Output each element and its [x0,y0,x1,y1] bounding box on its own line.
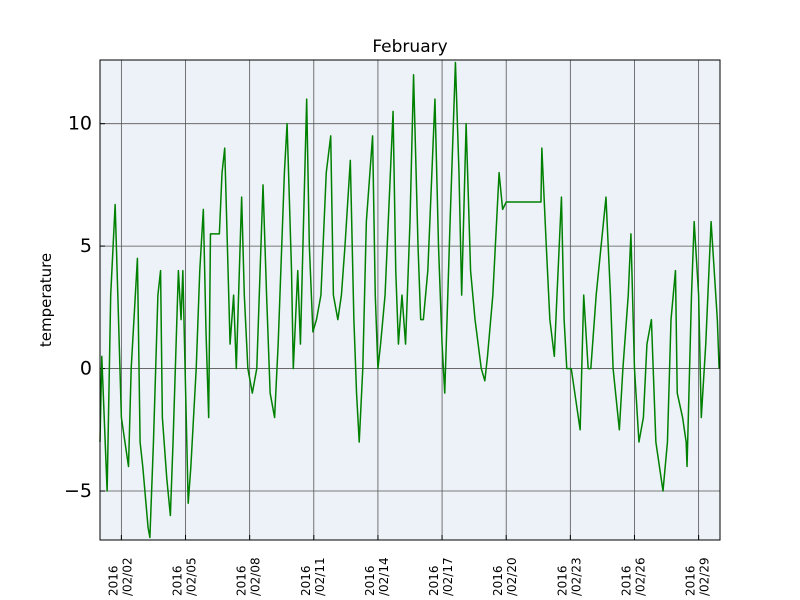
plot-background [100,60,720,540]
plot-frame [99,59,721,541]
x-tick-label: 2016/02/23 [555,557,583,596]
x-tick-label: 2016/02/11 [299,557,327,596]
y-tick-label: 0 [80,358,92,380]
chart-title: February [372,37,447,57]
x-tick-label: 2016/02/08 [235,557,263,596]
x-tick-label: 2016/02/14 [363,557,391,596]
x-tick-label: 2016/02/17 [427,557,455,596]
y-tick-label: 5 [80,235,92,257]
y-tick-label: −5 [64,480,92,502]
y-axis-label: temperature [37,253,55,347]
x-tick-label: 2016/02/05 [171,557,199,596]
x-tick-label: 2016/02/26 [619,557,647,596]
y-tick-label: 10 [68,113,92,135]
x-tick-label: 2016/02/20 [491,557,519,596]
x-tick-label: 2016/02/02 [106,557,134,596]
data-line [99,61,720,539]
x-tick-label: 2016/02/29 [684,557,712,596]
